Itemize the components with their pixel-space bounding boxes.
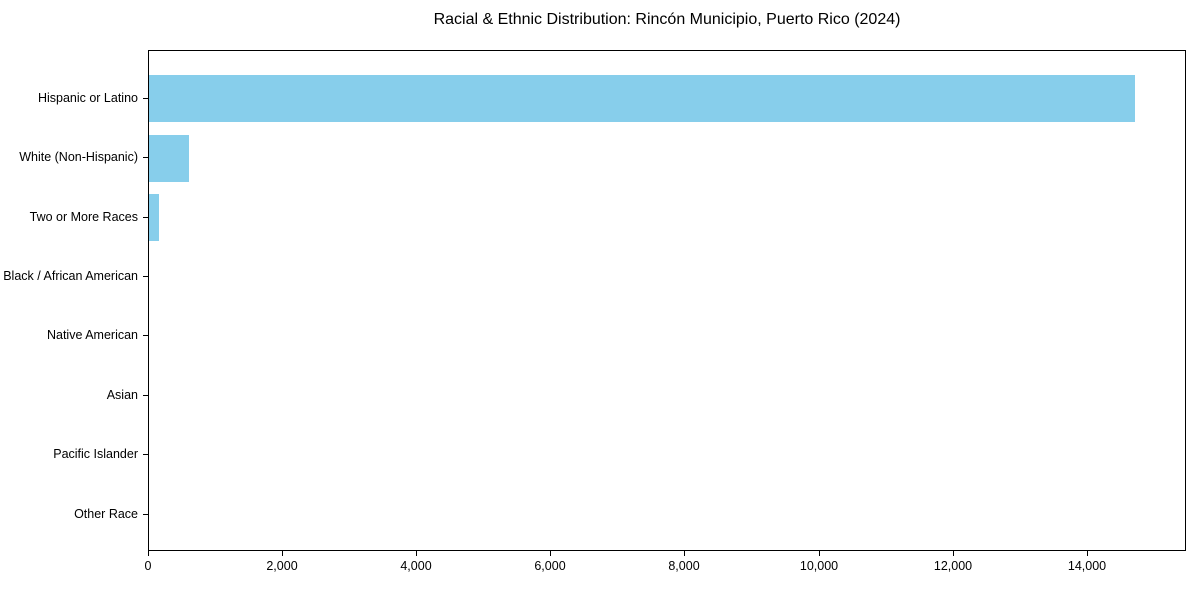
y-tick-mark [143,514,148,515]
y-tick-mark [143,276,148,277]
y-tick-mark [143,217,148,218]
bar-hispanic-or-latino [149,75,1135,123]
x-tick-label: 14,000 [1067,559,1107,573]
x-tick-mark [953,551,954,556]
x-tick-label: 10,000 [799,559,839,573]
y-tick-mark [143,335,148,336]
y-tick-mark [143,157,148,158]
y-tick-mark [143,454,148,455]
x-tick-label: 8,000 [668,559,700,573]
category-label: White (Non-Hispanic) [19,150,138,165]
y-tick-mark [143,98,148,99]
x-tick-mark [148,551,149,556]
x-tick-label: 0 [144,559,152,573]
x-tick-label: 4,000 [400,559,432,573]
category-label: Two or More Races [29,209,138,224]
category-label: Pacific Islander [53,447,138,462]
category-label: Hispanic or Latino [37,90,138,105]
chart-title: Racial & Ethnic Distribution: Rincón Mun… [433,11,901,28]
y-tick-mark [143,395,148,396]
x-tick-mark [684,551,685,556]
x-tick-label: 6,000 [534,559,566,573]
bar-two-or-more-races [149,194,159,241]
x-tick-mark [1087,551,1088,556]
x-tick-mark [550,551,551,556]
category-label: Native American [46,328,138,343]
bar-white-non-hispanic [149,134,189,182]
category-label: Other Race [74,506,138,521]
x-tick-mark [416,551,417,556]
x-tick-label: 12,000 [933,559,973,573]
x-tick-mark [282,551,283,556]
category-label: Black / African American [3,268,138,283]
category-label: Asian [106,387,138,402]
x-tick-mark [819,551,820,556]
x-tick-label: 2,000 [266,559,298,573]
plot-area [148,50,1186,551]
